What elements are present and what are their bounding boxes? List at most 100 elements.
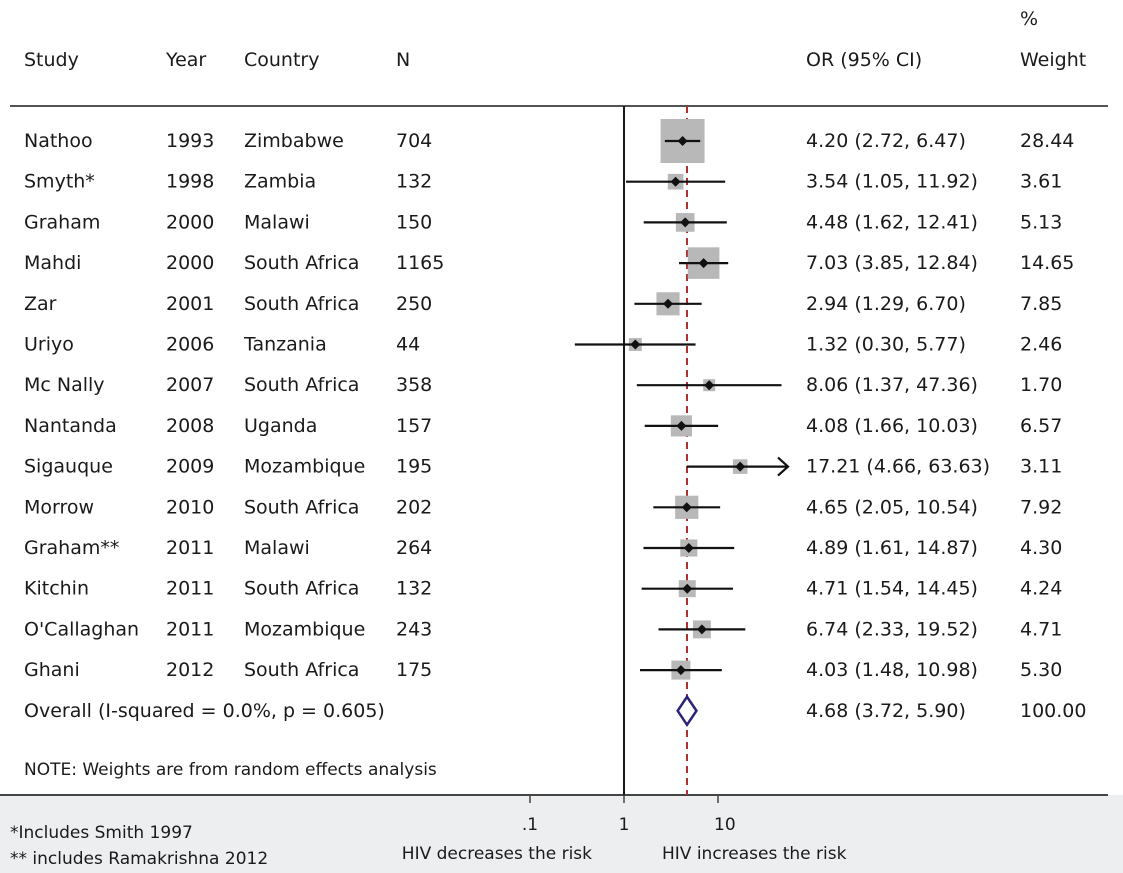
study-n: 132 bbox=[396, 578, 432, 600]
point-estimate bbox=[735, 461, 746, 472]
study-weight: 7.92 bbox=[1020, 496, 1062, 518]
header-or-ci: OR (95% CI) bbox=[806, 49, 922, 71]
study-or-ci: 4.08 (1.66, 10.03) bbox=[806, 415, 978, 437]
x-tick-label: 10 bbox=[714, 815, 736, 835]
study-year: 2008 bbox=[166, 415, 214, 437]
study-year: 2000 bbox=[166, 252, 214, 274]
point-estimate bbox=[675, 665, 686, 676]
point-estimate bbox=[682, 583, 693, 594]
study-name: Graham** bbox=[24, 537, 119, 559]
study-or-ci: 4.03 (1.48, 10.98) bbox=[806, 659, 978, 681]
study-n: 250 bbox=[396, 293, 432, 315]
study-or-ci: 2.94 (1.29, 6.70) bbox=[806, 293, 966, 315]
header-year: Year bbox=[165, 49, 206, 71]
study-year: 1993 bbox=[166, 130, 214, 152]
study-or-ci: 4.65 (2.05, 10.54) bbox=[806, 496, 978, 518]
study-country: Malawi bbox=[244, 211, 310, 233]
study-name: Kitchin bbox=[24, 578, 89, 600]
study-name: Zar bbox=[24, 293, 57, 315]
study-name: Uriyo bbox=[24, 334, 74, 356]
study-year: 2007 bbox=[166, 374, 214, 396]
study-weight: 7.85 bbox=[1020, 293, 1062, 315]
overall-diamond bbox=[676, 694, 698, 728]
overall-weight: 100.00 bbox=[1020, 700, 1086, 722]
study-weight: 5.13 bbox=[1020, 211, 1062, 233]
study-country: Tanzania bbox=[243, 334, 327, 356]
footnote-1: *Includes Smith 1997 bbox=[10, 823, 193, 843]
study-country: South Africa bbox=[244, 252, 359, 274]
study-n: 175 bbox=[396, 659, 432, 681]
study-n: 195 bbox=[396, 456, 432, 478]
study-country: Mozambique bbox=[244, 456, 365, 478]
study-weight: 2.46 bbox=[1020, 334, 1062, 356]
study-year: 2009 bbox=[166, 456, 214, 478]
weights-note: NOTE: Weights are from random effects an… bbox=[24, 760, 437, 780]
study-n: 132 bbox=[396, 171, 432, 193]
study-n: 1165 bbox=[396, 252, 444, 274]
study-country: South Africa bbox=[244, 659, 359, 681]
header-weight: Weight bbox=[1020, 49, 1086, 71]
study-name: O'Callaghan bbox=[24, 618, 139, 640]
point-estimate bbox=[677, 136, 688, 146]
axis-label-left: HIV decreases the risk bbox=[402, 844, 592, 864]
study-or-ci: 1.32 (0.30, 5.77) bbox=[806, 334, 966, 356]
study-name: Sigauque bbox=[24, 456, 113, 478]
study-weight: 3.61 bbox=[1020, 171, 1062, 193]
ci-arrow bbox=[777, 456, 790, 477]
study-name: Nathoo bbox=[24, 130, 93, 152]
header-study: Study bbox=[24, 49, 79, 71]
study-year: 2001 bbox=[166, 293, 214, 315]
point-estimate bbox=[704, 380, 715, 391]
point-estimate bbox=[663, 298, 674, 309]
study-n: 150 bbox=[396, 211, 432, 233]
point-estimate bbox=[680, 217, 691, 228]
study-country: South Africa bbox=[244, 578, 359, 600]
study-or-ci: 3.54 (1.05, 11.92) bbox=[806, 171, 978, 193]
header-n: N bbox=[396, 49, 410, 71]
study-year: 2006 bbox=[166, 334, 214, 356]
study-country: Uganda bbox=[244, 415, 317, 437]
point-estimate bbox=[630, 339, 641, 350]
study-year: 2000 bbox=[166, 211, 214, 233]
study-country: South Africa bbox=[244, 293, 359, 315]
header-country: Country bbox=[244, 49, 319, 71]
study-year: 2011 bbox=[166, 578, 214, 600]
study-country: South Africa bbox=[244, 374, 359, 396]
study-year: 1998 bbox=[166, 171, 214, 193]
study-name: Mc Nally bbox=[24, 374, 105, 396]
study-country: Mozambique bbox=[244, 618, 365, 640]
overall-label: Overall (I-squared = 0.0%, p = 0.605) bbox=[24, 700, 385, 722]
study-country: South Africa bbox=[244, 496, 359, 518]
study-name: Nantanda bbox=[24, 415, 117, 437]
study-n: 157 bbox=[396, 415, 432, 437]
study-or-ci: 4.48 (1.62, 12.41) bbox=[806, 211, 978, 233]
point-estimate bbox=[681, 502, 692, 513]
study-country: Zimbabwe bbox=[244, 130, 344, 152]
x-tick-label: .1 bbox=[522, 815, 538, 835]
study-country: Zambia bbox=[244, 171, 316, 193]
axis-label-right: HIV increases the risk bbox=[662, 844, 847, 864]
study-name: Mahdi bbox=[24, 252, 81, 274]
study-country: Malawi bbox=[244, 537, 310, 559]
study-or-ci: 4.71 (1.54, 14.45) bbox=[806, 578, 978, 600]
study-weight: 4.24 bbox=[1020, 578, 1062, 600]
study-n: 243 bbox=[396, 618, 432, 640]
study-name: Morrow bbox=[24, 496, 94, 518]
study-name: Ghani bbox=[24, 659, 80, 681]
study-weight: 28.44 bbox=[1020, 130, 1074, 152]
study-weight: 4.30 bbox=[1020, 537, 1062, 559]
study-weight: 14.65 bbox=[1020, 252, 1074, 274]
study-year: 2011 bbox=[166, 618, 214, 640]
study-n: 264 bbox=[396, 537, 432, 559]
study-or-ci: 6.74 (2.33, 19.52) bbox=[806, 618, 978, 640]
study-name: Smyth* bbox=[24, 171, 95, 193]
study-n: 358 bbox=[396, 374, 432, 396]
study-n: 704 bbox=[396, 130, 432, 152]
study-n: 202 bbox=[396, 496, 432, 518]
study-weight: 6.57 bbox=[1020, 415, 1062, 437]
study-n: 44 bbox=[396, 334, 420, 356]
study-year: 2010 bbox=[166, 496, 214, 518]
point-estimate bbox=[698, 258, 709, 269]
study-name: Graham bbox=[24, 211, 100, 233]
